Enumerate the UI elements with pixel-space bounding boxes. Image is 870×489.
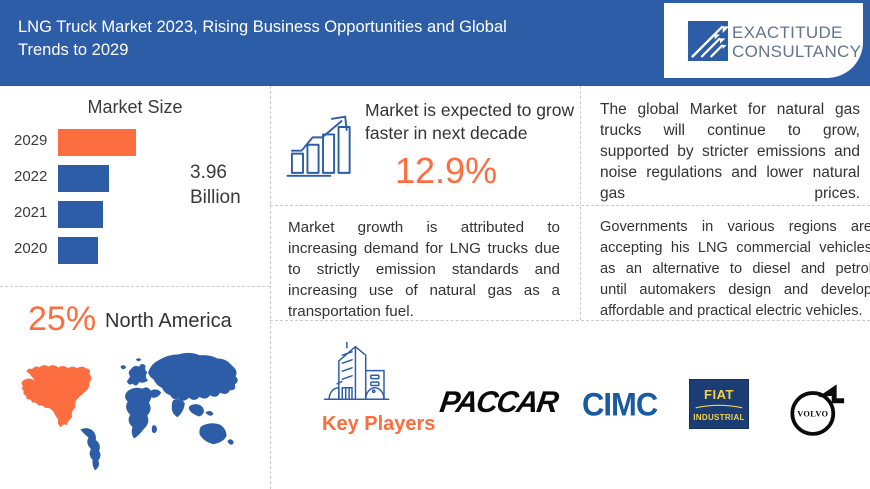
svg-text:VOLVO: VOLVO (797, 410, 828, 419)
